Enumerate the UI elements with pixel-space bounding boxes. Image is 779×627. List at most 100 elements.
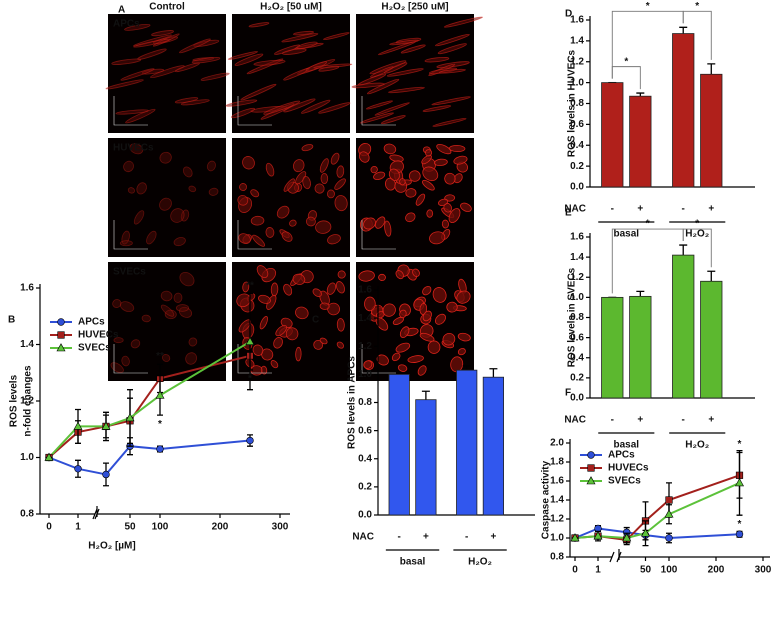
cell xyxy=(159,151,172,164)
y-tick-label: 1.0 xyxy=(570,77,584,88)
cell xyxy=(240,83,277,101)
cell xyxy=(248,22,270,28)
x-tick-label: 50 xyxy=(640,565,652,576)
group-label: H₂O₂ xyxy=(685,229,709,240)
cell xyxy=(382,303,396,317)
x-tick-label: 0 xyxy=(572,565,578,576)
cell xyxy=(123,160,134,173)
marker xyxy=(570,533,580,542)
cell xyxy=(336,165,345,178)
cell xyxy=(364,296,376,312)
y-tick-label: 1.6 xyxy=(570,232,584,243)
cell xyxy=(179,306,193,318)
column-header: Control xyxy=(149,2,185,13)
cell xyxy=(437,198,449,206)
cell xyxy=(152,33,180,47)
scale-axes xyxy=(361,96,396,126)
cell xyxy=(363,360,373,369)
error-bar xyxy=(679,26,688,34)
marker xyxy=(734,478,745,487)
cell xyxy=(125,108,156,124)
cell xyxy=(282,48,307,55)
x-tick-label: 1 xyxy=(75,522,81,533)
y-tick-label: 0.6 xyxy=(570,332,584,343)
x-tick-label: 100 xyxy=(661,565,678,576)
cell xyxy=(258,294,271,304)
cell xyxy=(436,143,452,155)
cell xyxy=(435,33,470,47)
cell xyxy=(457,348,466,356)
y-axis-label: ROS levels in SVECs xyxy=(567,267,578,367)
marker xyxy=(102,470,110,479)
cell xyxy=(150,65,185,79)
cells xyxy=(358,142,472,245)
x-tick-label: 1 xyxy=(595,565,601,576)
column-header: H₂O₂ [250 uM] xyxy=(381,2,448,13)
cell xyxy=(152,36,179,45)
cell xyxy=(399,178,406,186)
cell xyxy=(275,324,288,337)
cell xyxy=(159,197,172,211)
y-tick-label: 0.8 xyxy=(20,509,34,520)
row-label: APCs xyxy=(113,19,140,30)
cell xyxy=(388,168,400,181)
cell xyxy=(182,166,193,178)
annotation: * xyxy=(738,519,742,530)
cell xyxy=(136,182,147,195)
y-axis-label: ROS levels xyxy=(9,374,20,427)
bar xyxy=(700,280,723,399)
y-tick-label: 0.0 xyxy=(570,182,584,193)
cell xyxy=(315,220,332,234)
x-tick-label: 50 xyxy=(124,522,136,533)
cell xyxy=(405,188,417,198)
cell xyxy=(386,68,424,77)
marker xyxy=(586,476,596,485)
cell xyxy=(252,234,266,247)
cell xyxy=(127,187,136,194)
marker xyxy=(587,451,595,459)
cell xyxy=(276,205,290,219)
cell xyxy=(453,155,468,165)
cell xyxy=(133,210,145,225)
cell xyxy=(151,30,174,37)
cell xyxy=(185,352,198,365)
cell xyxy=(133,38,171,48)
y-tick-label: 1.8 xyxy=(550,457,564,468)
cell xyxy=(105,79,144,90)
cell xyxy=(188,337,198,347)
scale-axes xyxy=(237,344,272,374)
cell xyxy=(318,65,340,72)
panel-label: C xyxy=(312,315,319,326)
cell xyxy=(449,144,466,153)
y-axis-label: Caspase activity xyxy=(541,460,552,539)
scale-axes xyxy=(361,344,396,374)
category-label: + xyxy=(423,532,429,543)
annotation: * xyxy=(158,419,162,430)
series-line xyxy=(48,354,251,459)
x-tick-label: 100 xyxy=(152,522,169,533)
cell xyxy=(130,339,141,349)
y-tick-label: 1.0 xyxy=(570,292,584,303)
cell xyxy=(120,68,155,81)
cell xyxy=(442,333,456,346)
y-tick-label: 0.0 xyxy=(570,393,584,404)
cell xyxy=(370,66,394,78)
marker xyxy=(664,509,674,518)
annotation: ** xyxy=(246,280,254,291)
cell xyxy=(112,299,122,308)
cell xyxy=(336,341,345,349)
cell xyxy=(358,270,375,282)
cell xyxy=(384,220,392,237)
cells xyxy=(237,144,348,247)
cell xyxy=(337,270,346,279)
series-line xyxy=(48,340,251,459)
cell xyxy=(334,195,348,212)
cell xyxy=(141,314,151,323)
y-tick-label: 0.0 xyxy=(358,510,372,521)
marker xyxy=(246,436,254,445)
cell xyxy=(433,158,448,167)
bar xyxy=(415,399,437,516)
cell xyxy=(360,112,394,124)
